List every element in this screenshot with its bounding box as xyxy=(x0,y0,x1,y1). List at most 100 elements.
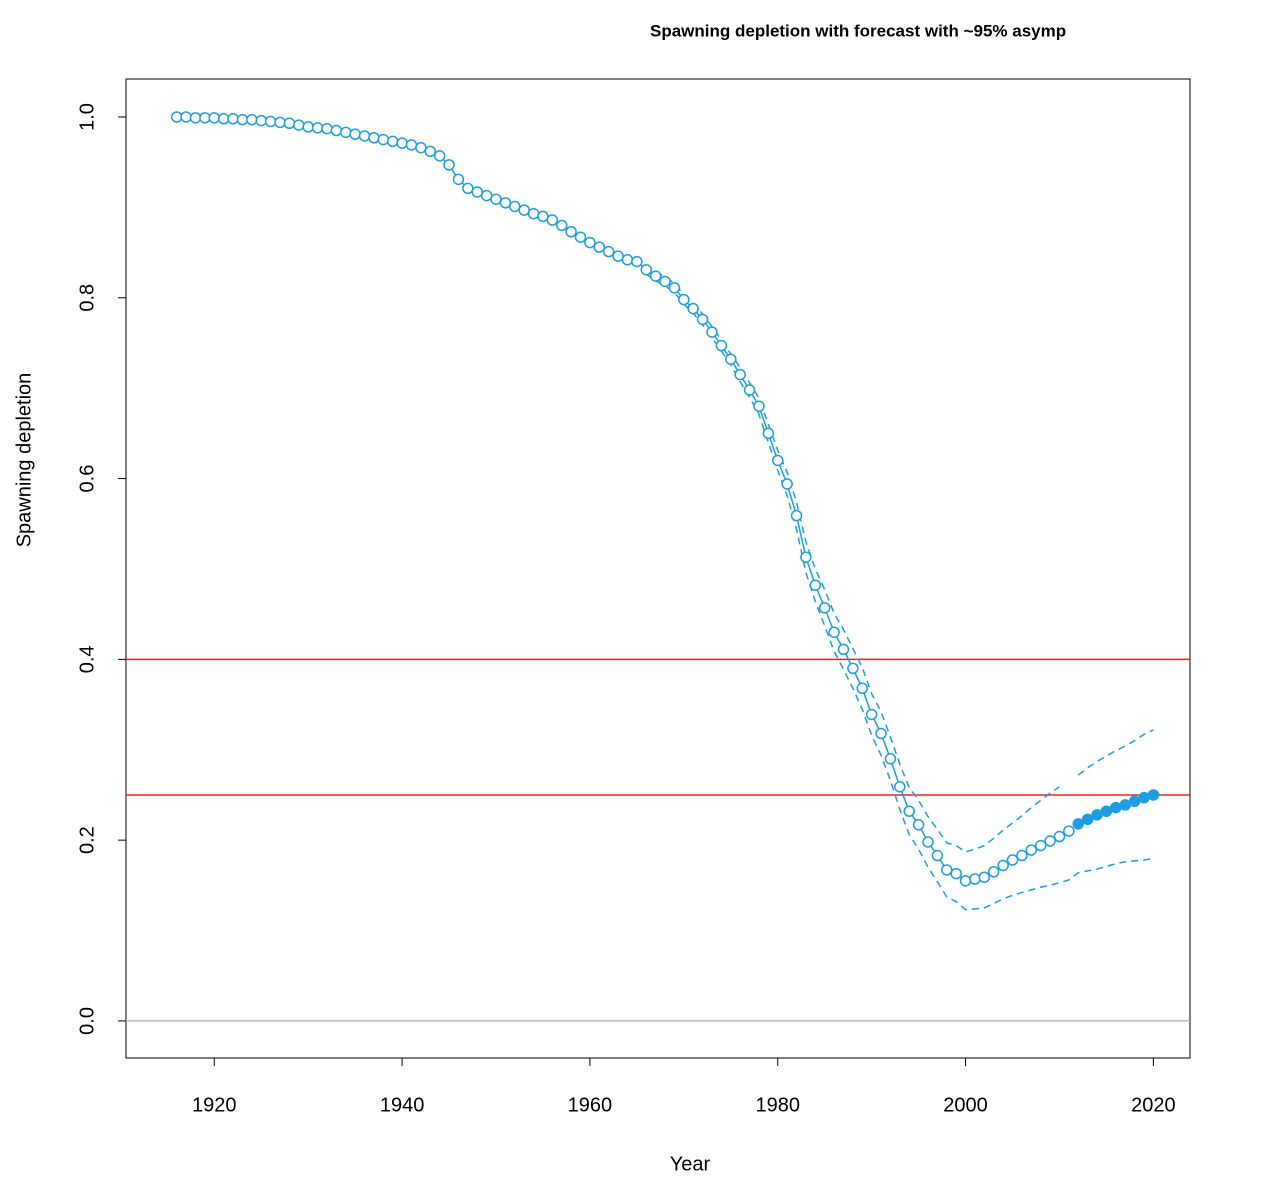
point xyxy=(584,236,596,249)
point xyxy=(433,150,446,162)
point xyxy=(246,113,258,126)
forecast-point xyxy=(1091,809,1103,821)
forecast-point xyxy=(1100,805,1113,817)
point xyxy=(875,727,887,740)
point xyxy=(715,339,728,352)
y-tick-label: 0.8 xyxy=(76,284,98,312)
point xyxy=(696,313,709,326)
chart-title: Spawning depletion with forecast with ~9… xyxy=(650,21,1066,40)
point xyxy=(922,836,934,848)
x-axis-label: Year xyxy=(670,1153,711,1175)
point xyxy=(330,124,343,137)
point xyxy=(837,643,850,656)
point xyxy=(1044,835,1056,847)
point xyxy=(602,245,615,258)
series-line xyxy=(176,116,1070,882)
point xyxy=(499,197,512,209)
point xyxy=(490,193,502,205)
point xyxy=(396,137,408,149)
point xyxy=(283,117,296,130)
point xyxy=(781,478,793,490)
point xyxy=(471,186,483,198)
point xyxy=(518,204,530,216)
point xyxy=(509,200,521,213)
point xyxy=(443,159,455,171)
x-tick-label: 1960 xyxy=(568,1094,613,1116)
point xyxy=(734,368,746,381)
point xyxy=(668,282,681,294)
y-tick-label: 0.2 xyxy=(76,826,98,854)
point xyxy=(678,293,690,306)
point xyxy=(546,214,559,226)
x-tick-label: 1980 xyxy=(755,1094,800,1116)
point xyxy=(903,805,915,817)
point xyxy=(649,270,662,282)
interval-line xyxy=(645,273,1154,911)
point xyxy=(800,551,812,563)
point xyxy=(809,579,822,591)
point xyxy=(452,173,465,186)
point xyxy=(321,122,333,135)
point xyxy=(349,128,361,140)
point xyxy=(358,130,371,142)
point xyxy=(828,626,840,638)
point xyxy=(424,145,437,158)
point xyxy=(217,113,230,125)
point xyxy=(1063,825,1075,837)
point xyxy=(593,241,606,253)
point xyxy=(865,708,878,721)
point xyxy=(302,121,314,133)
point xyxy=(555,219,568,232)
point xyxy=(687,302,699,315)
forecast-point xyxy=(1072,818,1084,830)
point xyxy=(884,753,897,765)
point xyxy=(339,126,352,139)
point xyxy=(631,255,643,268)
point xyxy=(659,275,671,288)
point xyxy=(527,207,540,220)
point xyxy=(847,662,859,675)
point xyxy=(208,112,221,124)
point xyxy=(386,135,399,148)
point xyxy=(264,115,277,128)
forecast-point xyxy=(1110,801,1122,814)
point xyxy=(706,326,718,338)
point xyxy=(415,141,427,154)
point xyxy=(931,849,944,862)
x-tick-label: 2000 xyxy=(943,1094,988,1116)
point xyxy=(771,454,784,467)
point xyxy=(612,250,624,262)
point xyxy=(368,132,380,144)
point xyxy=(274,116,286,129)
point xyxy=(311,122,324,134)
forecast-point xyxy=(1128,795,1141,808)
point xyxy=(818,602,831,614)
point xyxy=(912,819,925,831)
forecast-point xyxy=(1119,799,1131,811)
x-tick-label: 1920 xyxy=(192,1094,237,1116)
y-axis-label: Spawning depletion xyxy=(13,373,35,548)
point xyxy=(978,871,991,883)
point xyxy=(941,864,953,876)
x-tick-label: 2020 xyxy=(1131,1094,1176,1116)
point xyxy=(293,119,305,131)
point xyxy=(377,133,390,146)
y-tick-label: 0.6 xyxy=(76,465,98,493)
point xyxy=(753,400,765,412)
point xyxy=(743,384,756,396)
x-tick-label: 1940 xyxy=(380,1094,425,1116)
point xyxy=(725,353,737,365)
plot-frame xyxy=(125,78,1191,1059)
point xyxy=(1016,849,1028,862)
point xyxy=(959,875,972,887)
point xyxy=(1034,839,1047,852)
point xyxy=(762,427,775,440)
point xyxy=(405,139,418,151)
point xyxy=(640,263,653,276)
point xyxy=(462,182,474,195)
point xyxy=(790,509,803,522)
point xyxy=(997,859,1009,872)
point xyxy=(894,781,906,793)
